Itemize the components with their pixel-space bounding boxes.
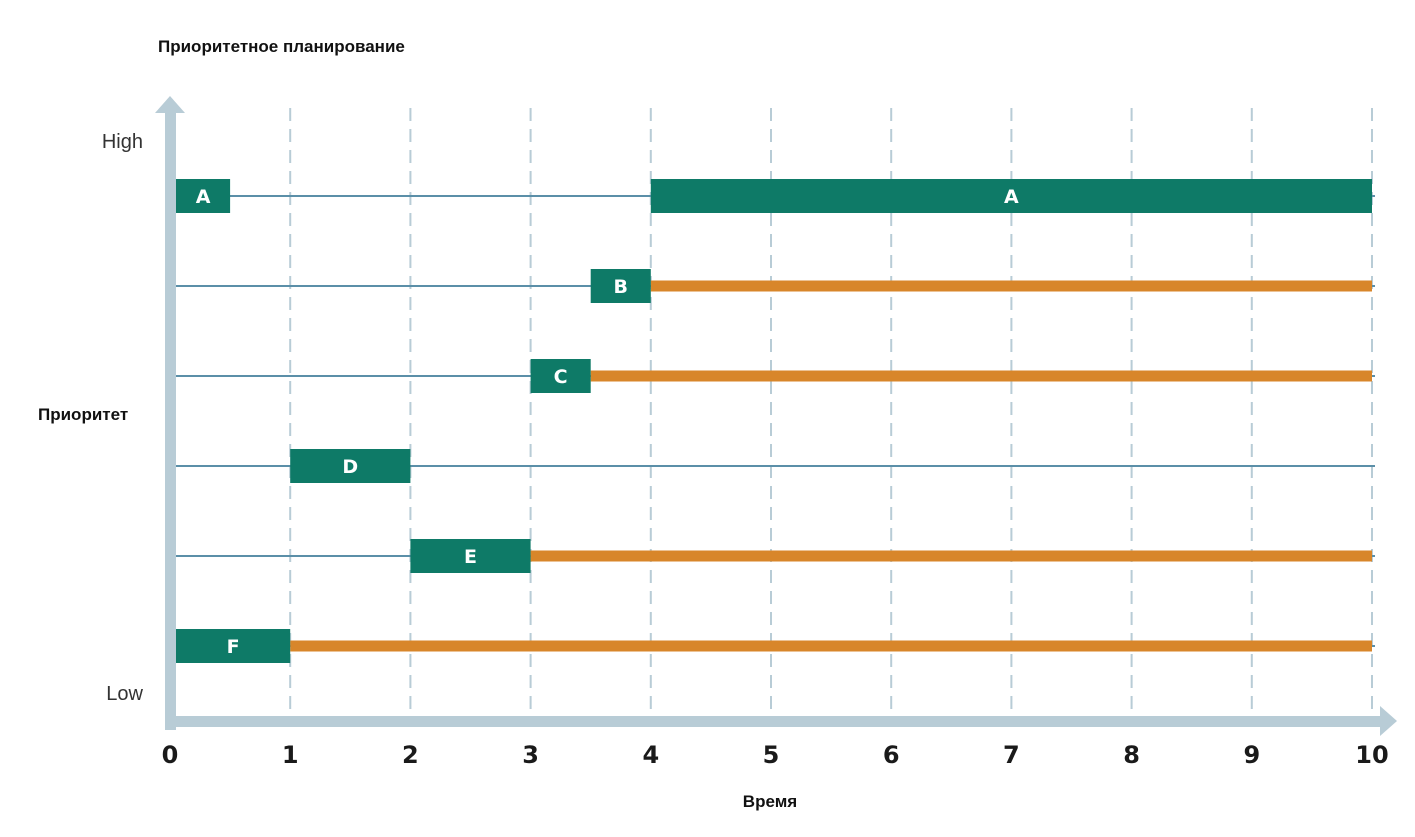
running-bar <box>650 179 1372 213</box>
y-axis-high-label: High <box>102 131 143 153</box>
x-axis-title: Время <box>743 792 797 811</box>
running-bar <box>410 539 531 573</box>
running-bar <box>530 359 591 393</box>
x-tick-label: 5 <box>763 741 780 769</box>
task-label: A <box>1004 186 1019 208</box>
waiting-bar <box>590 370 1372 382</box>
x-axis-line <box>165 716 1382 727</box>
x-tick-label: 2 <box>402 741 419 769</box>
waiting-bar <box>290 640 1373 652</box>
y-axis-title: Приоритет <box>38 405 128 424</box>
waiting-bar <box>650 280 1372 292</box>
chart-title: Приоритетное планирование <box>158 37 405 56</box>
grid-lines <box>289 108 1373 716</box>
x-tick-label: 8 <box>1123 741 1140 769</box>
waiting-bar <box>530 550 1372 562</box>
task-bars: A A B C D E F <box>176 179 1373 663</box>
task-label: E <box>464 546 477 568</box>
x-tick-label: 7 <box>1003 741 1020 769</box>
running-bar <box>590 269 651 303</box>
y-axis-arrow-icon <box>155 96 185 113</box>
y-axis-low-label: Low <box>106 683 143 705</box>
task-label: C <box>554 366 568 388</box>
x-tick-label: 9 <box>1243 741 1260 769</box>
task-label: D <box>342 456 358 478</box>
task-label: A <box>196 186 211 208</box>
x-tick-label: 3 <box>522 741 539 769</box>
x-tick-labels: 0 1 2 3 4 5 6 7 8 9 10 <box>162 741 1389 769</box>
running-bar <box>176 629 291 663</box>
task-label: B <box>614 276 628 298</box>
x-tick-label: 6 <box>883 741 900 769</box>
x-tick-label: 1 <box>282 741 299 769</box>
x-tick-label: 10 <box>1355 741 1388 769</box>
y-axis-line <box>165 110 176 730</box>
axes <box>155 96 1397 736</box>
running-bar <box>290 449 411 483</box>
x-axis-arrow-icon <box>1380 706 1397 736</box>
task-timelines <box>176 195 1375 647</box>
running-bar <box>176 179 231 213</box>
task-label: F <box>227 636 240 658</box>
x-tick-label: 4 <box>642 741 659 769</box>
x-tick-label: 0 <box>162 741 179 769</box>
